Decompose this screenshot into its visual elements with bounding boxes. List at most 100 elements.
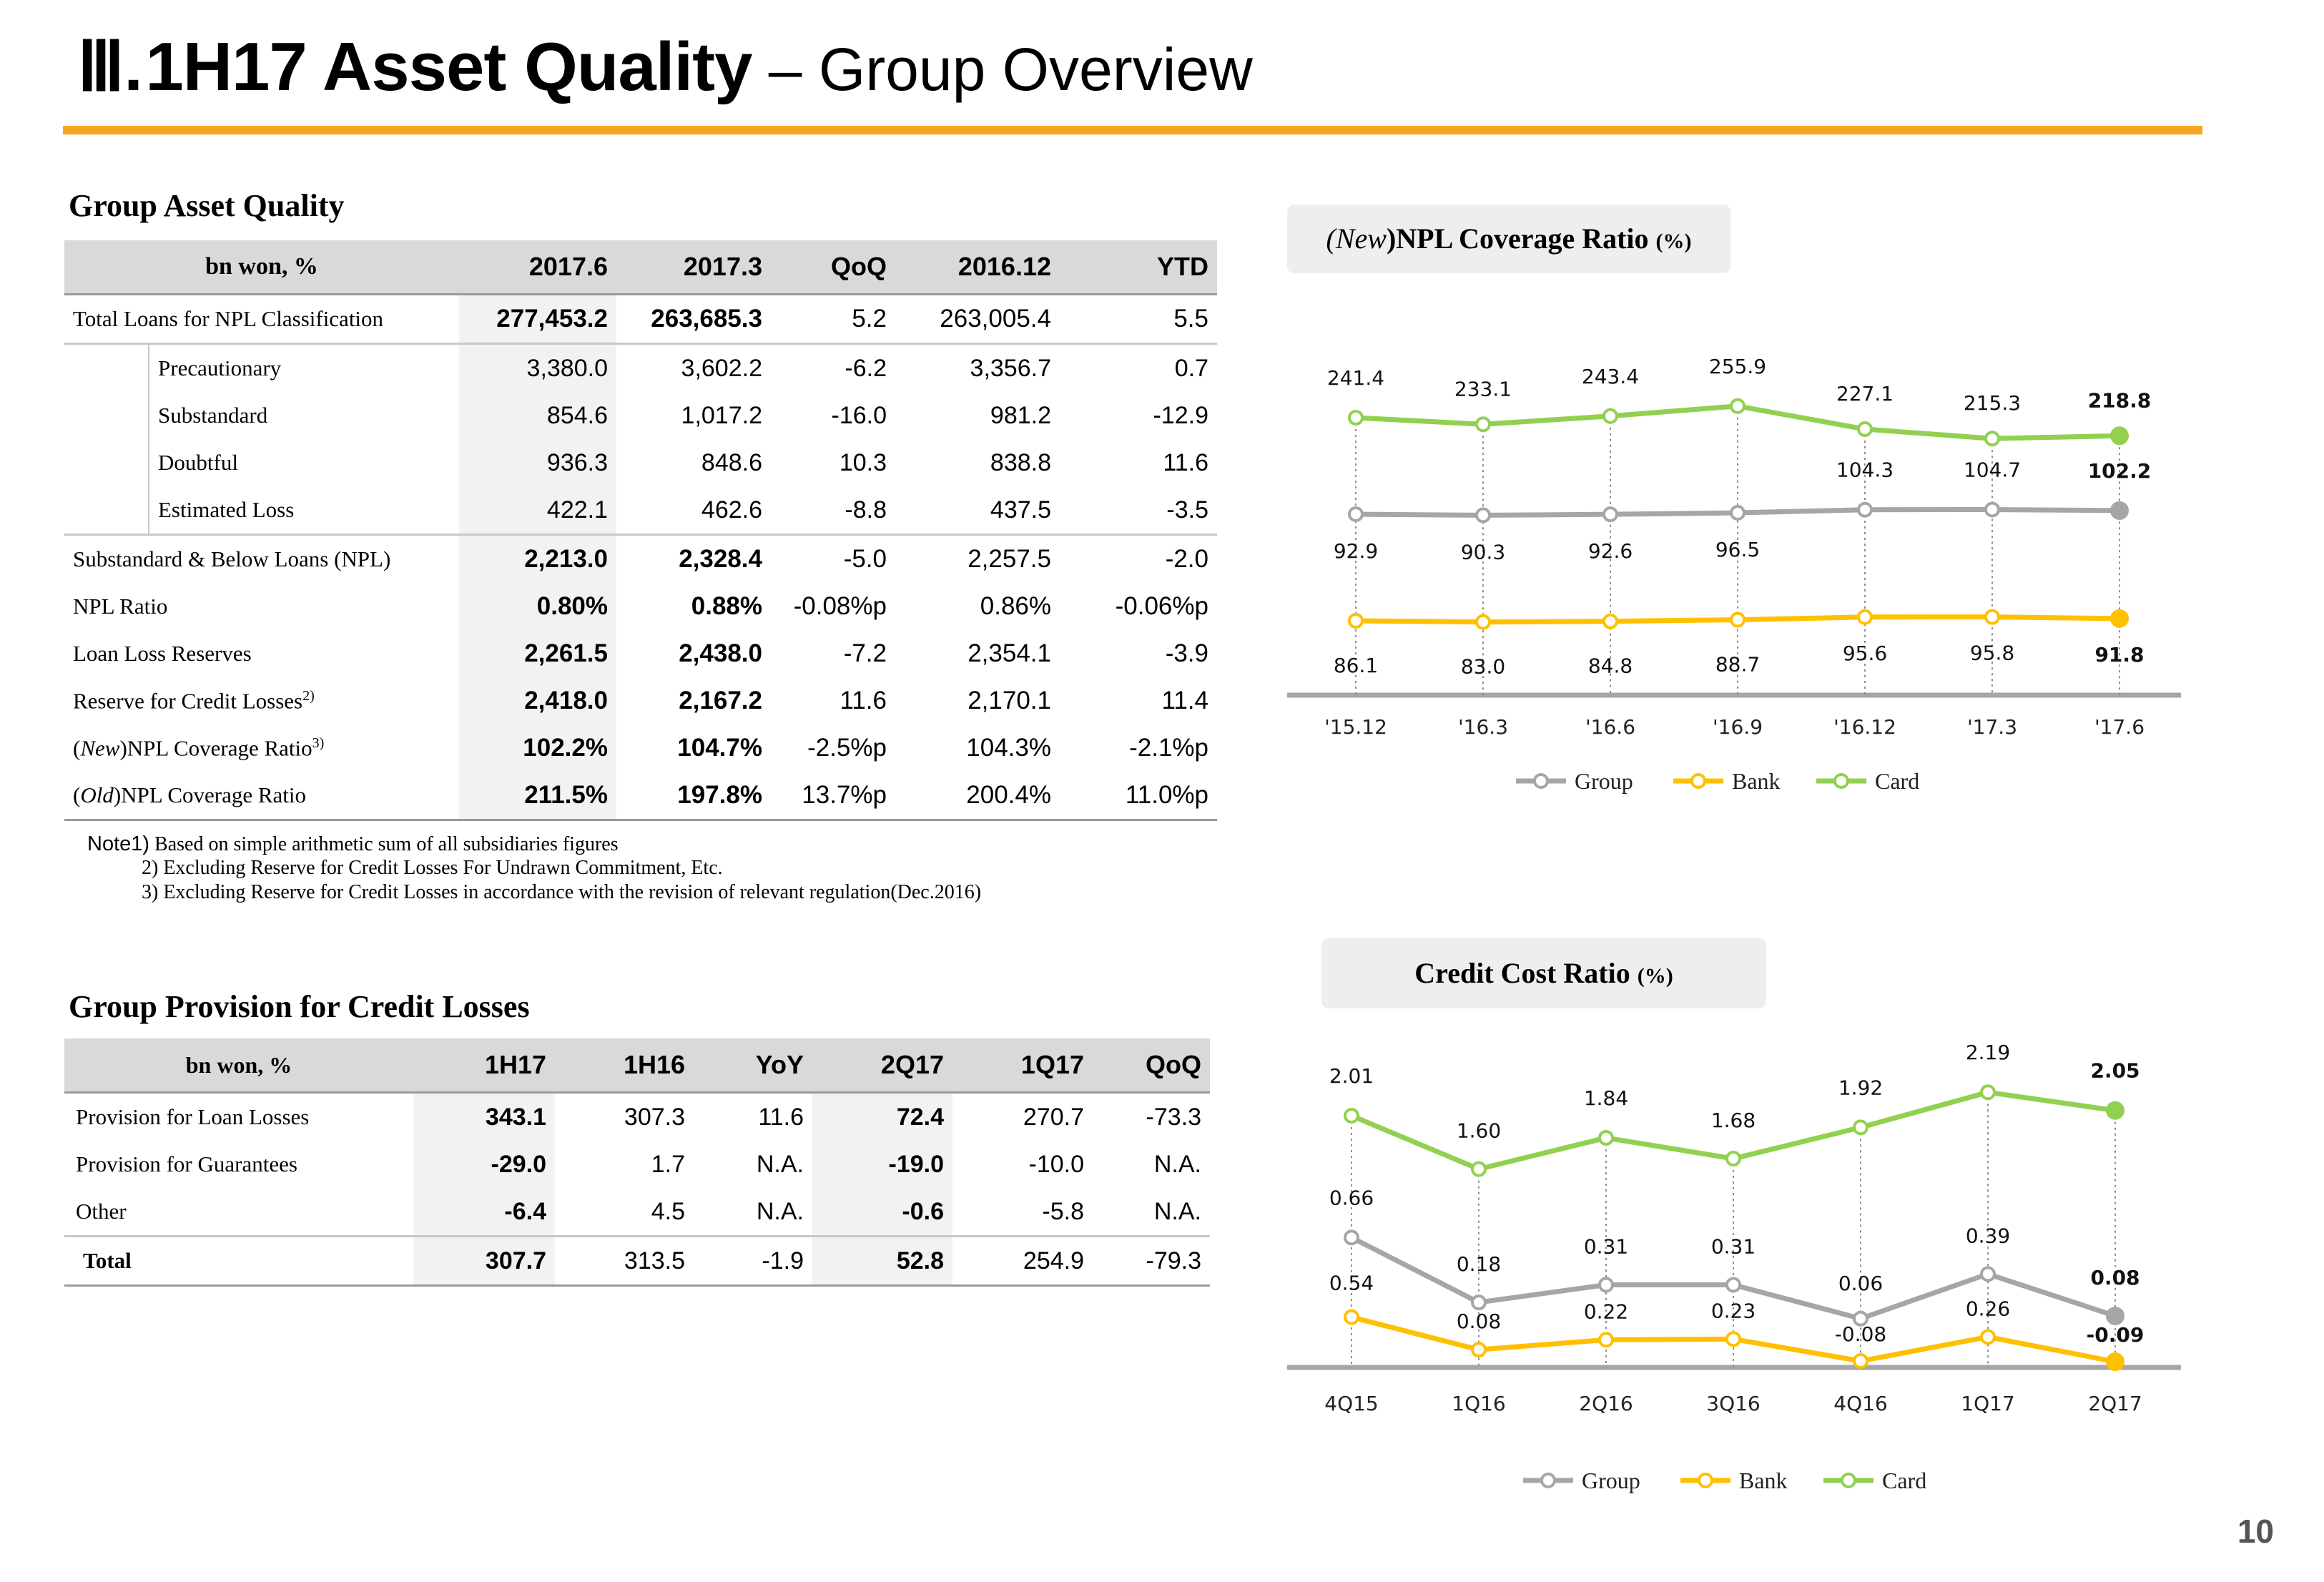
- group-point: [2106, 1306, 2124, 1325]
- data-label: 104.3: [1836, 458, 1894, 482]
- group-point: [1598, 1277, 1614, 1293]
- pv-cell: 4.5: [651, 1197, 685, 1225]
- group-point: [1857, 501, 1873, 518]
- aq-cell: 2,213.0: [459, 534, 616, 583]
- legend-label: Group: [1582, 1468, 1640, 1493]
- aq-cell: 0.88%: [691, 592, 762, 620]
- aq-row: Estimated Loss 422.1 462.6 -8.8 437.5 -3.5: [64, 486, 1217, 535]
- data-label: 91.8: [2094, 643, 2144, 667]
- x-tick-label: 4Q15: [1324, 1392, 1378, 1415]
- pv-header-4: 2Q17: [812, 1038, 952, 1094]
- title-rule: [63, 126, 2202, 134]
- title-dash: –: [752, 36, 819, 103]
- data-label: 88.7: [1715, 653, 1760, 677]
- pv-cell: -5.8: [1042, 1197, 1084, 1225]
- aq-row: NPL Ratio 0.80% 0.88% -0.08%p 0.86% -0.06%p: [64, 583, 1217, 630]
- bank-point: [1857, 609, 1873, 625]
- pv-cell: 254.9: [952, 1235, 1093, 1287]
- aq-header-unit: bn won, %: [64, 240, 459, 295]
- aq-label-italic: Old: [80, 782, 114, 807]
- aq-cell: 3,602.2: [616, 343, 771, 392]
- pv-header-0: bn won, %: [64, 1038, 413, 1094]
- aq-cell: 5.2: [852, 305, 887, 333]
- pv-cell: 313.5: [555, 1235, 694, 1287]
- credit-cost-chart: 4Q15 1Q16 2Q16 3Q16 4Q16 1Q17 2Q17 0.66 0.18 0.31…: [1287, 1041, 2181, 1493]
- pv-cell: -0.6: [812, 1188, 952, 1237]
- aq-row: Total Loans for NPL Classification 277,45…: [64, 294, 1217, 344]
- data-label: 96.5: [1715, 538, 1760, 561]
- bank-point: [1344, 1309, 1359, 1325]
- data-label: 1.92: [1838, 1076, 1883, 1099]
- aq-label-prefix: (: [73, 735, 81, 761]
- data-label: 243.4: [1582, 365, 1639, 388]
- aq-cell: -0.06%p: [1115, 592, 1208, 620]
- pv-row: Total 307.7 313.5 -1.9 52.8 254.9 -79.3: [64, 1235, 1210, 1287]
- aq-cell: 0.80%: [459, 583, 616, 630]
- x-tick-label: '16.6: [1585, 715, 1635, 739]
- aq-header-row: bn won, % 2017.6 2017.3 QoQ 2016.12 YTD: [64, 240, 1217, 295]
- legend-marker: [1698, 1473, 1713, 1488]
- data-label: 1.68: [1711, 1109, 1756, 1132]
- aq-label-text: Reserve for Credit Losses: [73, 688, 303, 714]
- x-tick-label: '17.6: [2094, 715, 2145, 739]
- bank-point: [1853, 1353, 1868, 1370]
- aq-cell: 11.4: [1161, 687, 1208, 714]
- x-tick-label: 2Q17: [2088, 1392, 2142, 1415]
- note-3: 3) Excluding Reserve for Credit Losses i…: [142, 881, 982, 903]
- card-point: [1602, 408, 1618, 424]
- aq-row: Substandard & Below Loans (NPL) 2,213.0 2,…: [64, 534, 1217, 583]
- aq-row: Reserve for Credit Losses2) 2,418.0 2,167.…: [64, 677, 1217, 724]
- data-label: 0.23: [1711, 1299, 1756, 1322]
- aq-cell: 854.6: [459, 392, 616, 439]
- group-point: [1471, 1294, 1487, 1311]
- legend-marker: [1540, 1473, 1556, 1488]
- aq-cell: 197.8%: [616, 772, 771, 821]
- aq-label-footnote: 2): [302, 687, 315, 704]
- data-label: 83.0: [1461, 655, 1505, 679]
- pv-cell: -10.0: [1028, 1150, 1085, 1178]
- aq-row: (New)NPL Coverage Ratio3) 102.2% 104.7% -2.…: [64, 724, 1217, 772]
- group-point: [1725, 1277, 1741, 1293]
- aq-cell: 437.5: [990, 496, 1051, 524]
- x-tick-label: 1Q16: [1452, 1392, 1505, 1415]
- pv-header-2: 1H16: [555, 1038, 694, 1094]
- pv-cell: N.A.: [756, 1150, 804, 1178]
- data-label: 255.9: [1709, 355, 1766, 378]
- aq-cell: 2,438.0: [679, 639, 762, 667]
- npl-chart-title-prefix: (: [1326, 222, 1336, 255]
- x-tick-label: 1Q17: [1961, 1392, 2014, 1415]
- x-tick-label: '16.9: [1713, 715, 1763, 739]
- aq-cell: 2,170.1: [967, 687, 1051, 714]
- aq-cell: 11.6: [840, 687, 887, 714]
- card-point: [1730, 398, 1746, 414]
- bank-point: [1475, 614, 1491, 630]
- aq-row-label: (New)NPL Coverage Ratio3): [64, 724, 459, 772]
- bank-point: [2110, 609, 2129, 628]
- legend-marker: [1690, 773, 1706, 789]
- data-label: 92.9: [1334, 539, 1378, 563]
- data-label: 0.22: [1584, 1300, 1628, 1323]
- data-label: 215.3: [1964, 391, 2021, 415]
- aq-cell: 102.2%: [459, 724, 616, 772]
- aq-row-label: Estimated Loss: [148, 486, 459, 535]
- pv-cell: N.A.: [756, 1197, 804, 1225]
- pv-cell: 307.3: [624, 1103, 685, 1131]
- aq-row: Loan Loss Reserves 2,261.5 2,438.0 -7.2 2,35…: [64, 630, 1217, 677]
- aq-cell: 10.3: [839, 448, 887, 476]
- pv-cell: -29.0: [413, 1141, 555, 1188]
- aq-row-label: (Old)NPL Coverage Ratio: [64, 772, 459, 821]
- title-light: Group Overview: [818, 36, 1253, 103]
- note-1-text: Based on simple arithmetic sum of all su…: [154, 833, 619, 855]
- aq-row-label: Precautionary: [148, 343, 459, 392]
- pv-cell: -79.3: [1093, 1235, 1210, 1287]
- card-point: [1980, 1084, 1996, 1101]
- bank-point: [1730, 611, 1746, 628]
- aq-row-label: Substandard & Below Loans (NPL): [64, 534, 459, 583]
- x-tick-label: '17.3: [1967, 715, 2017, 739]
- npl-chart-unit: (%): [1655, 230, 1692, 253]
- aq-cell: 263,685.3: [651, 305, 762, 333]
- pv-cell: 343.1: [413, 1092, 555, 1141]
- pv-cell: -1.9: [694, 1235, 812, 1287]
- aq-row-label: Doubtful: [148, 439, 459, 486]
- note-2: 2) Excluding Reserve for Credit Losses F…: [142, 857, 723, 879]
